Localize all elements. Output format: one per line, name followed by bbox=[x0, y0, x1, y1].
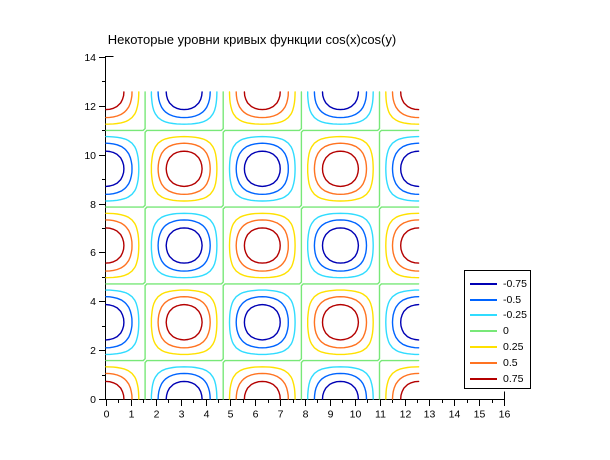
legend-label: 0.25 bbox=[503, 341, 524, 354]
x-tick-label: 0 bbox=[104, 409, 110, 421]
legend: -0.75 -0.5 -0.25 0 0.25 0.5 0.75 bbox=[464, 270, 531, 389]
contour-level-0.5 bbox=[105, 91, 420, 400]
legend-item: 0.75 bbox=[465, 371, 530, 387]
legend-label: -0.25 bbox=[503, 309, 527, 322]
legend-label: 0 bbox=[503, 325, 509, 338]
contour-level--0.75 bbox=[105, 91, 420, 400]
contour-level-0.25 bbox=[105, 91, 420, 400]
x-tick-label: 8 bbox=[303, 409, 309, 421]
legend-line-swatch bbox=[470, 377, 497, 380]
legend-label: -0.5 bbox=[503, 293, 522, 306]
x-tick-label: 12 bbox=[400, 409, 412, 421]
legend-item: 0 bbox=[465, 323, 530, 339]
y-tick-label: 0 bbox=[90, 394, 96, 406]
legend-line-swatch bbox=[470, 314, 497, 317]
y-tick-label: 14 bbox=[84, 52, 96, 64]
legend-label: 0.5 bbox=[503, 356, 518, 369]
x-tick-label: 9 bbox=[328, 409, 334, 421]
legend-label: -0.75 bbox=[503, 277, 527, 290]
x-tick-label: 13 bbox=[424, 409, 436, 421]
legend-line-swatch bbox=[470, 361, 497, 364]
x-tick-label: 2 bbox=[154, 409, 160, 421]
x-tick-label: 11 bbox=[375, 409, 386, 421]
legend-label: 0.75 bbox=[503, 372, 524, 385]
legend-line-swatch bbox=[470, 298, 497, 301]
contour-level-0 bbox=[105, 91, 420, 400]
x-tick-label: 7 bbox=[278, 409, 284, 421]
x-tick-label: 6 bbox=[253, 409, 259, 421]
y-tick-label: 6 bbox=[90, 247, 96, 259]
x-tick-label: 14 bbox=[449, 409, 461, 421]
x-tick-label: 10 bbox=[350, 409, 362, 421]
y-tick-label: 2 bbox=[90, 345, 96, 357]
contour-level-0.75 bbox=[105, 91, 420, 400]
legend-item: 0.5 bbox=[465, 355, 530, 371]
x-tick-label: 4 bbox=[204, 409, 210, 421]
y-tick-label: 8 bbox=[90, 199, 96, 211]
y-tick-label: 12 bbox=[84, 101, 96, 113]
x-tick-label: 3 bbox=[179, 409, 185, 421]
x-tick-label: 1 bbox=[129, 409, 135, 421]
y-tick-label: 10 bbox=[84, 150, 96, 162]
x-tick-label: 5 bbox=[228, 409, 234, 421]
contour-level--0.5 bbox=[105, 91, 420, 400]
legend-item: -0.75 bbox=[465, 276, 530, 292]
contour-level--0.25 bbox=[105, 91, 420, 400]
legend-item: -0.25 bbox=[465, 308, 530, 324]
x-tick-label: 16 bbox=[499, 409, 511, 421]
axes-frame bbox=[105, 56, 505, 400]
legend-line-swatch bbox=[470, 330, 497, 333]
chart-title: Некоторые уровни кривых функции cos(x)co… bbox=[107, 32, 397, 47]
legend-item: 0.25 bbox=[465, 339, 530, 355]
x-tick-label: 15 bbox=[474, 409, 486, 421]
legend-line-swatch bbox=[470, 282, 497, 285]
legend-item: -0.5 bbox=[465, 292, 530, 308]
y-tick-label: 4 bbox=[90, 296, 96, 308]
legend-line-swatch bbox=[470, 346, 497, 349]
